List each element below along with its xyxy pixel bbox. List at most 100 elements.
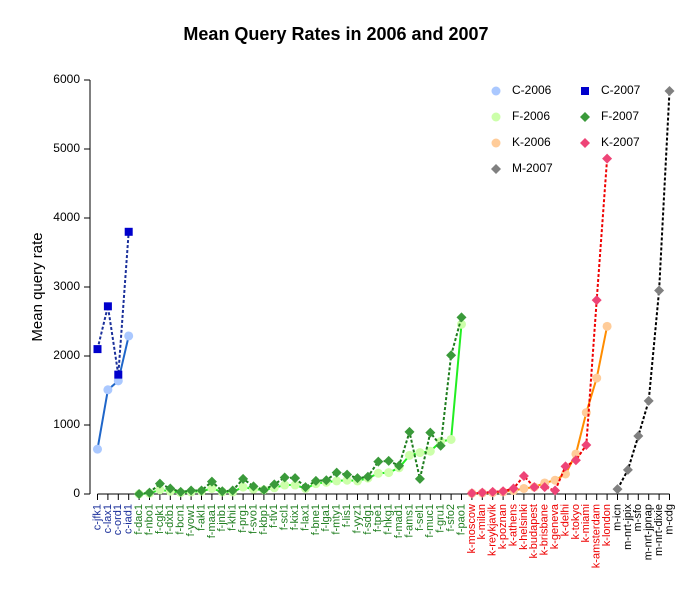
- x-tick-label: f-khi1: [227, 504, 239, 531]
- x-tick-label: k-geneva: [549, 503, 561, 549]
- y-tick-label: 1000: [53, 417, 80, 431]
- legend-label: K-2007: [601, 135, 640, 149]
- x-tick-label: f-bne1: [310, 504, 322, 535]
- data-point: [581, 440, 592, 451]
- y-tick-label: 6000: [53, 72, 80, 86]
- x-tick-label: f-yow1: [185, 504, 197, 536]
- x-tick-label: f-sel1: [414, 504, 426, 531]
- legend-marker: [580, 112, 590, 122]
- x-tick-label: f-akl1: [195, 504, 207, 531]
- x-tick-label: f-nbo1: [143, 504, 155, 535]
- y-tick-label: 3000: [53, 279, 80, 293]
- data-point: [654, 285, 665, 296]
- x-tick-label: m-nrt-jpix: [622, 504, 634, 550]
- legend-marker: [581, 87, 589, 95]
- data-point: [602, 321, 612, 331]
- x-tick-label: k-helsinki: [518, 504, 530, 550]
- x-tick-label: k-milan: [476, 504, 488, 539]
- legend-marker: [491, 138, 501, 148]
- x-tick-label: k-budapest: [528, 504, 540, 558]
- x-tick-label: f-prg1: [237, 504, 249, 533]
- x-tick-label: m-cdg: [663, 504, 675, 535]
- x-tick-label: f-kbp1: [258, 504, 270, 535]
- y-tick-label: 2000: [53, 348, 80, 362]
- data-point: [165, 483, 176, 494]
- data-point: [124, 227, 133, 236]
- data-point: [290, 473, 301, 484]
- x-tick-label: f-ams1: [403, 504, 415, 538]
- data-point: [269, 479, 280, 490]
- data-point: [622, 464, 633, 475]
- data-point: [332, 476, 342, 486]
- data-point: [414, 473, 425, 484]
- data-point: [154, 478, 165, 489]
- data-point: [570, 455, 581, 466]
- x-tick-label: f-jnb1: [216, 504, 228, 532]
- data-point: [217, 486, 228, 497]
- data-point: [114, 370, 123, 379]
- data-point: [373, 468, 383, 478]
- x-tick-label: f-lax1: [299, 504, 311, 531]
- data-point: [207, 483, 217, 493]
- data-point: [446, 434, 456, 444]
- data-point: [134, 489, 145, 499]
- x-tick-label: c-ord1: [112, 504, 124, 535]
- x-tick-label: f-yyz1: [351, 504, 363, 533]
- x-tick-label: f-sfo2: [445, 504, 457, 532]
- data-point: [550, 475, 560, 485]
- data-point: [425, 427, 436, 438]
- x-tick-label: k-london: [601, 504, 613, 546]
- data-point: [519, 483, 529, 493]
- y-axis-label: Mean query rate: [29, 232, 46, 341]
- x-tick-label: f-scl1: [279, 504, 291, 530]
- legend-label: K-2006: [512, 135, 551, 149]
- data-point: [446, 350, 457, 361]
- x-tick-label: f-lga1: [320, 504, 332, 532]
- data-point: [560, 461, 571, 472]
- x-tick-label: f-mty1: [331, 504, 343, 535]
- y-tick-label: 4000: [53, 210, 80, 224]
- data-point: [342, 475, 352, 485]
- series-line: [96, 335, 130, 450]
- data-point: [144, 487, 155, 498]
- data-point: [186, 485, 197, 496]
- data-point: [175, 486, 186, 497]
- x-tick-label: m-nrt-dixie: [653, 504, 665, 556]
- legend-label: F-2006: [512, 109, 550, 123]
- legend-marker: [491, 164, 501, 174]
- y-tick-label: 0: [73, 486, 80, 500]
- legend-label: C-2006: [512, 83, 552, 97]
- data-point: [394, 460, 405, 471]
- x-tick-label: f-dac1: [133, 504, 145, 535]
- x-tick-label: k-miami: [580, 504, 592, 543]
- data-point: [498, 486, 509, 497]
- legend-label: M-2007: [512, 161, 553, 175]
- data-point: [529, 482, 540, 493]
- data-point: [425, 446, 435, 456]
- data-point: [373, 456, 384, 467]
- data-point: [612, 484, 623, 495]
- data-point: [238, 482, 248, 492]
- data-point: [383, 455, 394, 466]
- legend-marker: [491, 112, 501, 122]
- x-tick-label: f-dxb1: [164, 504, 176, 535]
- x-tick-label: k-delhi: [559, 504, 571, 536]
- data-point: [362, 471, 373, 482]
- data-point: [93, 444, 102, 454]
- data-point: [456, 312, 467, 323]
- x-tick-label: c-jfk1: [91, 504, 103, 530]
- x-tick-label: f-sdg1: [362, 504, 374, 535]
- legend-label: F-2007: [601, 109, 639, 123]
- x-tick-label: f-bcn1: [175, 504, 187, 535]
- data-point: [310, 475, 321, 486]
- data-point: [196, 485, 207, 496]
- series-line: [616, 90, 671, 490]
- data-point: [93, 345, 102, 354]
- x-tick-label: k-reykjavik: [487, 504, 499, 556]
- x-tick-label: f-lis1: [341, 504, 353, 527]
- data-point: [279, 472, 290, 483]
- data-point: [664, 86, 675, 97]
- data-point: [602, 153, 613, 164]
- data-point: [435, 440, 446, 451]
